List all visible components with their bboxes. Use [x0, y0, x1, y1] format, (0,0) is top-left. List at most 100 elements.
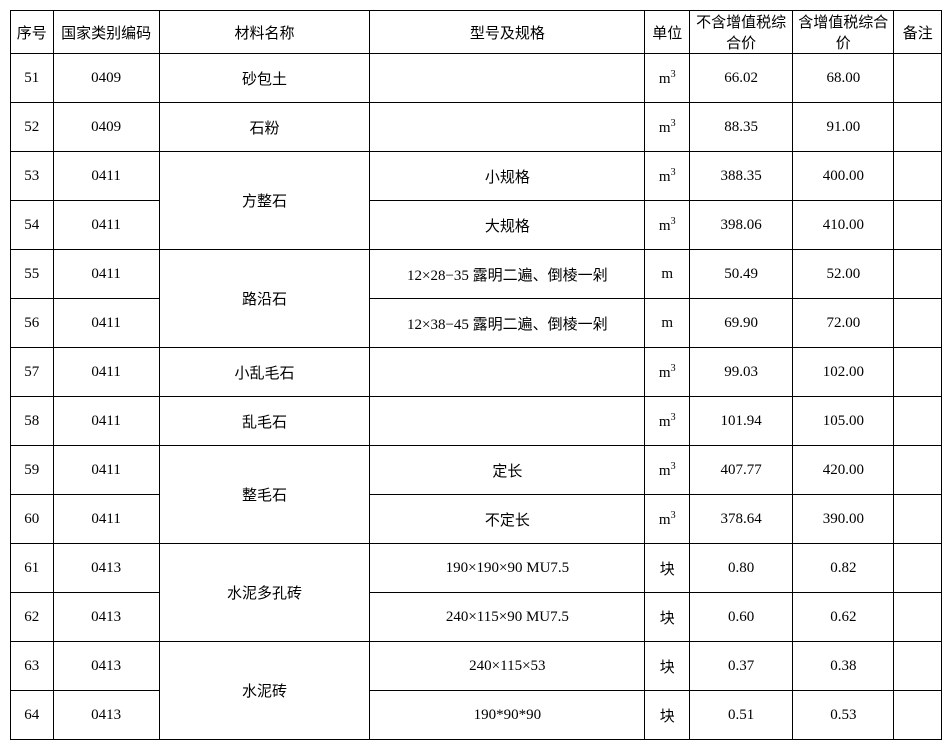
table-row: 540411大规格m3398.06410.00: [11, 201, 942, 250]
table-row: 630413水泥砖240×115×53块0.370.38: [11, 642, 942, 691]
cell-code: 0411: [53, 299, 159, 348]
cell-price-excl: 398.06: [690, 201, 793, 250]
cell-unit: m: [645, 299, 690, 348]
cell-spec: [370, 103, 645, 152]
cell-seq: 52: [11, 103, 54, 152]
cell-remark: [894, 691, 942, 740]
table-header-row: 序号 国家类别编码 材料名称 型号及规格 单位 不含增值税综合价 含增值税综合价…: [11, 11, 942, 54]
table-row: 590411整毛石定长m3407.77420.00: [11, 446, 942, 495]
cell-price-excl: 69.90: [690, 299, 793, 348]
cell-seq: 56: [11, 299, 54, 348]
cell-unit: m3: [645, 348, 690, 397]
cell-price-excl: 66.02: [690, 54, 793, 103]
cell-spec: 定长: [370, 446, 645, 495]
cell-name: 整毛石: [159, 446, 369, 544]
cell-spec: 240×115×53: [370, 642, 645, 691]
cell-remark: [894, 642, 942, 691]
cell-price-incl: 390.00: [793, 495, 894, 544]
cell-spec: 大规格: [370, 201, 645, 250]
cell-price-incl: 0.38: [793, 642, 894, 691]
cell-price-incl: 91.00: [793, 103, 894, 152]
cell-spec: [370, 397, 645, 446]
cell-code: 0409: [53, 103, 159, 152]
materials-price-table: 序号 国家类别编码 材料名称 型号及规格 单位 不含增值税综合价 含增值税综合价…: [10, 10, 942, 740]
cell-remark: [894, 544, 942, 593]
table-row: 510409砂包土m366.0268.00: [11, 54, 942, 103]
cell-seq: 55: [11, 250, 54, 299]
cell-name: 石粉: [159, 103, 369, 152]
cell-name: 小乱毛石: [159, 348, 369, 397]
cell-code: 0411: [53, 446, 159, 495]
table-row: 570411小乱毛石m399.03102.00: [11, 348, 942, 397]
cell-spec: 小规格: [370, 152, 645, 201]
cell-seq: 63: [11, 642, 54, 691]
cell-price-excl: 378.64: [690, 495, 793, 544]
table-row: 620413240×115×90 MU7.5块0.600.62: [11, 593, 942, 642]
cell-unit: 块: [645, 593, 690, 642]
cell-unit: m3: [645, 201, 690, 250]
col-header-remark: 备注: [894, 11, 942, 54]
cell-name: 乱毛石: [159, 397, 369, 446]
cell-price-incl: 72.00: [793, 299, 894, 348]
col-header-seq: 序号: [11, 11, 54, 54]
cell-code: 0411: [53, 201, 159, 250]
cell-code: 0413: [53, 691, 159, 740]
cell-price-excl: 50.49: [690, 250, 793, 299]
cell-code: 0411: [53, 348, 159, 397]
cell-remark: [894, 299, 942, 348]
cell-spec: 12×28−35 露明二遍、倒棱一剁: [370, 250, 645, 299]
cell-price-excl: 101.94: [690, 397, 793, 446]
cell-spec: 不定长: [370, 495, 645, 544]
cell-seq: 61: [11, 544, 54, 593]
cell-remark: [894, 446, 942, 495]
cell-seq: 58: [11, 397, 54, 446]
cell-price-incl: 0.53: [793, 691, 894, 740]
cell-spec: [370, 54, 645, 103]
cell-name: 方整石: [159, 152, 369, 250]
cell-spec: 190×190×90 MU7.5: [370, 544, 645, 593]
cell-seq: 54: [11, 201, 54, 250]
cell-unit: m3: [645, 446, 690, 495]
cell-code: 0413: [53, 544, 159, 593]
col-header-spec: 型号及规格: [370, 11, 645, 54]
cell-seq: 62: [11, 593, 54, 642]
cell-price-incl: 68.00: [793, 54, 894, 103]
cell-remark: [894, 593, 942, 642]
table-row: 550411路沿石12×28−35 露明二遍、倒棱一剁m50.4952.00: [11, 250, 942, 299]
cell-seq: 60: [11, 495, 54, 544]
cell-name: 水泥砖: [159, 642, 369, 740]
table-row: 580411乱毛石m3101.94105.00: [11, 397, 942, 446]
cell-price-excl: 407.77: [690, 446, 793, 495]
cell-seq: 59: [11, 446, 54, 495]
cell-price-excl: 0.37: [690, 642, 793, 691]
cell-price-incl: 400.00: [793, 152, 894, 201]
cell-spec: 190*90*90: [370, 691, 645, 740]
col-header-price-incl: 含增值税综合价: [793, 11, 894, 54]
cell-spec: 240×115×90 MU7.5: [370, 593, 645, 642]
cell-seq: 51: [11, 54, 54, 103]
cell-code: 0409: [53, 54, 159, 103]
col-header-price-excl: 不含增值税综合价: [690, 11, 793, 54]
cell-price-excl: 0.60: [690, 593, 793, 642]
col-header-unit: 单位: [645, 11, 690, 54]
cell-unit: m: [645, 250, 690, 299]
cell-code: 0413: [53, 642, 159, 691]
cell-remark: [894, 201, 942, 250]
cell-code: 0413: [53, 593, 159, 642]
cell-remark: [894, 250, 942, 299]
cell-price-excl: 388.35: [690, 152, 793, 201]
cell-code: 0411: [53, 495, 159, 544]
cell-price-excl: 88.35: [690, 103, 793, 152]
cell-price-incl: 52.00: [793, 250, 894, 299]
cell-spec: [370, 348, 645, 397]
cell-unit: m3: [645, 495, 690, 544]
cell-code: 0411: [53, 250, 159, 299]
cell-price-incl: 0.82: [793, 544, 894, 593]
cell-remark: [894, 348, 942, 397]
cell-unit: 块: [645, 691, 690, 740]
cell-price-incl: 102.00: [793, 348, 894, 397]
cell-price-excl: 99.03: [690, 348, 793, 397]
table-row: 520409石粉m388.3591.00: [11, 103, 942, 152]
cell-name: 水泥多孔砖: [159, 544, 369, 642]
cell-unit: 块: [645, 642, 690, 691]
